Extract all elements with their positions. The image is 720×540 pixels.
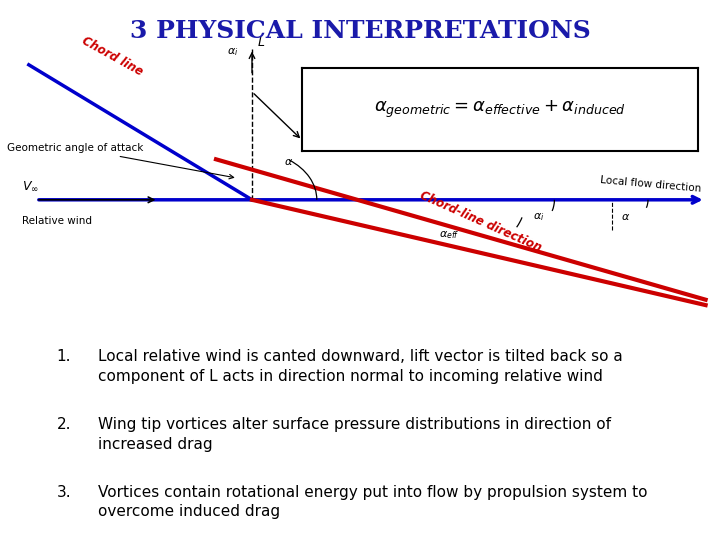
Text: Chord line: Chord line <box>79 35 145 79</box>
Text: $\alpha$: $\alpha$ <box>621 212 630 222</box>
Text: $\alpha_i$: $\alpha_i$ <box>227 46 238 58</box>
Text: Local relative wind is canted downward, lift vector is tilted back so a
componen: Local relative wind is canted downward, … <box>98 349 623 384</box>
Text: L: L <box>258 36 265 49</box>
Text: $\alpha_i$: $\alpha_i$ <box>533 211 544 222</box>
Text: $\alpha_{geometric} = \alpha_{effective} + \alpha_{induced}$: $\alpha_{geometric} = \alpha_{effective}… <box>374 99 626 120</box>
Text: Chord-line direction: Chord-line direction <box>418 188 544 254</box>
Text: $\alpha_{eff}$: $\alpha_{eff}$ <box>439 230 460 241</box>
Text: 2.: 2. <box>56 417 71 432</box>
Text: 1.: 1. <box>56 349 71 364</box>
Text: 3 PHYSICAL INTERPRETATIONS: 3 PHYSICAL INTERPRETATIONS <box>130 19 590 43</box>
Text: Wing tip vortices alter surface pressure distributions in direction of
increased: Wing tip vortices alter surface pressure… <box>98 417 611 451</box>
Text: Relative wind: Relative wind <box>22 216 91 226</box>
Text: Vortices contain rotational energy put into flow by propulsion system to
overcom: Vortices contain rotational energy put i… <box>98 484 647 519</box>
Text: $V_{\infty}$: $V_{\infty}$ <box>22 180 39 193</box>
Text: 3.: 3. <box>56 484 71 500</box>
Text: $D_i$ induced drag: $D_i$ induced drag <box>306 111 389 125</box>
Text: Local flow direction: Local flow direction <box>600 175 702 194</box>
Text: Geometric angle of attack: Geometric angle of attack <box>7 143 234 179</box>
Text: $\alpha$: $\alpha$ <box>284 157 294 167</box>
